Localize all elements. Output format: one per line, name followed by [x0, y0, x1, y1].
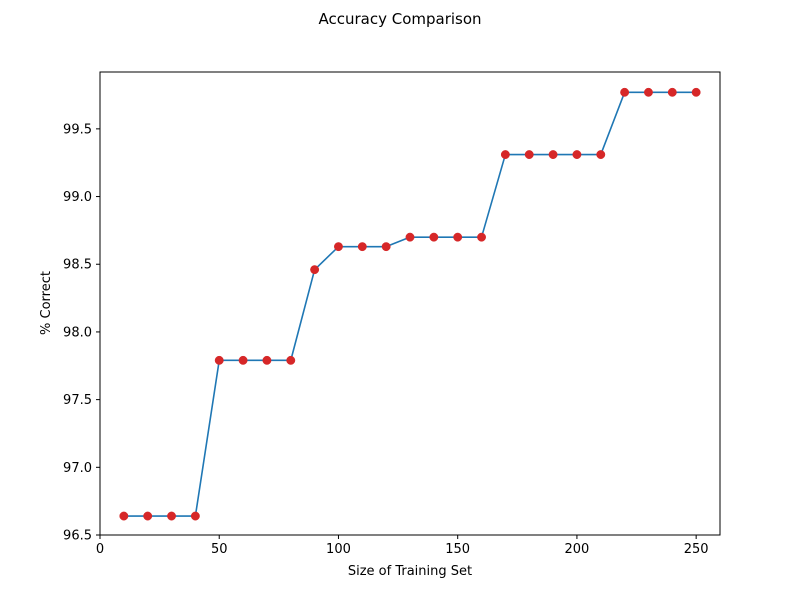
- x-axis-label: Size of Training Set: [348, 564, 472, 579]
- series-markers: [119, 87, 701, 521]
- data-point: [453, 232, 463, 242]
- data-point: [572, 150, 582, 160]
- y-axis-label: % Correct: [39, 271, 54, 335]
- data-point: [143, 511, 153, 521]
- data-point: [190, 511, 200, 521]
- x-tick-label: 0: [96, 542, 104, 557]
- data-point: [262, 355, 272, 365]
- y-tick-label: 97.5: [63, 393, 92, 408]
- data-point: [334, 242, 343, 252]
- y-tick-label: 98.0: [63, 325, 92, 340]
- y-tick-label: 99.5: [63, 122, 92, 137]
- data-point: [644, 87, 653, 97]
- y-axis-ticks: 96.5 97.0 97.5 98.0 98.5 99.0 99.5: [63, 122, 100, 544]
- data-point: [238, 355, 248, 365]
- data-point: [310, 265, 320, 275]
- data-point: [620, 87, 630, 97]
- data-point: [167, 511, 176, 521]
- data-point: [477, 232, 486, 242]
- y-tick-label: 97.0: [63, 461, 92, 476]
- axes-frame: [99, 71, 721, 536]
- y-tick-label: 96.5: [63, 529, 92, 544]
- x-axis-ticks: 0 50 100 150 200 250: [96, 535, 709, 557]
- plot-area: 0 50 100 150 200 250 96.5 97.0 97.5 98.0 98.5 99.0…: [63, 71, 721, 557]
- data-point: [381, 242, 391, 252]
- data-point: [524, 150, 534, 160]
- data-point: [596, 150, 606, 160]
- data-point: [405, 232, 415, 242]
- chart-title: Accuracy Comparison: [318, 10, 481, 28]
- data-point: [286, 355, 296, 365]
- data-point: [119, 511, 129, 521]
- data-point: [500, 150, 510, 160]
- x-tick-label: 50: [211, 542, 228, 557]
- x-tick-label: 200: [565, 542, 590, 557]
- y-tick-label: 99.0: [63, 190, 92, 205]
- x-tick-label: 250: [684, 542, 709, 557]
- y-tick-label: 98.5: [63, 258, 92, 273]
- x-tick-label: 150: [445, 542, 470, 557]
- data-point: [429, 232, 439, 242]
- x-tick-label: 100: [326, 542, 351, 557]
- data-point: [667, 87, 677, 97]
- data-point: [691, 87, 701, 97]
- data-point: [214, 355, 224, 365]
- data-point: [357, 242, 367, 252]
- data-point: [548, 150, 558, 160]
